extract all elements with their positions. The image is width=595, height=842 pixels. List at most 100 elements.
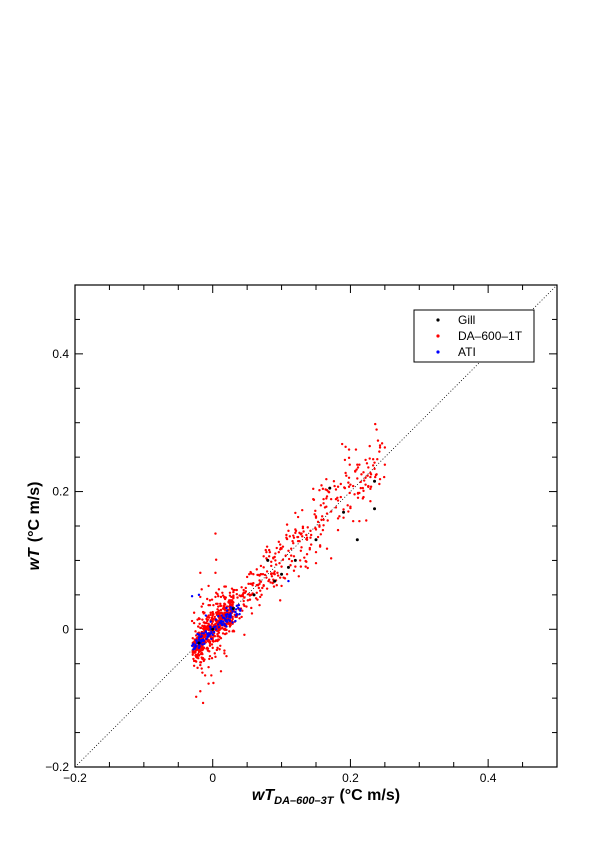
data-point-da-600-1t bbox=[214, 558, 218, 561]
data-point-da-600-1t bbox=[210, 643, 214, 646]
data-point-da-600-1t bbox=[244, 586, 247, 590]
data-point-da-600-1t bbox=[351, 519, 355, 523]
x-tick-label: 0.2 bbox=[342, 771, 359, 785]
data-point-da-600-1t bbox=[332, 480, 336, 483]
data-point-da-600-1t bbox=[223, 605, 226, 608]
data-point-da-600-1t bbox=[192, 657, 195, 661]
data-point-da-600-1t bbox=[248, 598, 252, 601]
data-points bbox=[190, 422, 387, 705]
data-point-da-600-1t bbox=[259, 589, 262, 592]
data-point-da-600-1t bbox=[195, 648, 199, 652]
data-point-da-600-1t bbox=[296, 535, 300, 539]
data-point-da-600-1t bbox=[369, 485, 373, 488]
x-axis-label-unit: (°C m/s) bbox=[339, 787, 400, 804]
data-point-da-600-1t bbox=[262, 566, 265, 569]
data-point-da-600-1t bbox=[200, 588, 203, 591]
data-point-da-600-1t bbox=[313, 513, 316, 516]
data-point-da-600-1t bbox=[214, 595, 217, 599]
data-point-da-600-1t bbox=[273, 570, 276, 573]
data-point-da-600-1t bbox=[264, 548, 267, 552]
data-point-da-600-1t bbox=[301, 508, 304, 512]
data-point-da-600-1t bbox=[356, 463, 359, 466]
data-point-da-600-1t bbox=[194, 660, 198, 663]
data-point-da-600-1t bbox=[325, 495, 329, 498]
data-point-da-600-1t bbox=[356, 496, 360, 499]
data-point-da-600-1t bbox=[232, 590, 235, 594]
data-point-gill bbox=[355, 538, 359, 542]
data-point-da-600-1t bbox=[362, 489, 365, 493]
data-point-da-600-1t bbox=[218, 648, 221, 651]
data-point-da-600-1t bbox=[277, 540, 281, 544]
data-point-gill bbox=[373, 479, 377, 483]
data-point-da-600-1t bbox=[319, 533, 323, 536]
data-point-da-600-1t bbox=[361, 486, 365, 490]
data-point-da-600-1t bbox=[228, 630, 231, 633]
x-tick-label: −0.2 bbox=[63, 771, 87, 785]
data-point-da-600-1t bbox=[259, 580, 263, 583]
data-point-da-600-1t bbox=[192, 611, 196, 614]
data-point-da-600-1t bbox=[199, 661, 202, 664]
data-point-da-600-1t bbox=[322, 524, 325, 527]
data-point-ati bbox=[217, 626, 221, 629]
data-point-da-600-1t bbox=[285, 536, 288, 539]
data-point-da-600-1t bbox=[261, 573, 265, 576]
data-point-da-600-1t bbox=[347, 456, 351, 460]
data-point-da-600-1t bbox=[217, 631, 221, 634]
data-point-da-600-1t bbox=[219, 602, 222, 606]
data-point-da-600-1t bbox=[258, 582, 261, 586]
data-point-da-600-1t bbox=[305, 533, 308, 537]
data-point-da-600-1t bbox=[353, 493, 356, 496]
data-point-da-600-1t bbox=[346, 504, 349, 507]
legend-label: ATI bbox=[458, 345, 476, 359]
data-point-da-600-1t bbox=[248, 594, 252, 597]
data-point-da-600-1t bbox=[278, 599, 282, 602]
data-point-da-600-1t bbox=[201, 627, 205, 630]
data-point-da-600-1t bbox=[347, 485, 351, 488]
data-point-da-600-1t bbox=[246, 599, 250, 602]
data-point-ati bbox=[219, 619, 223, 623]
data-point-da-600-1t bbox=[255, 568, 258, 571]
data-point-da-600-1t bbox=[252, 581, 255, 585]
data-point-da-600-1t bbox=[309, 533, 313, 537]
data-point-da-600-1t bbox=[200, 656, 203, 659]
data-point-da-600-1t bbox=[296, 515, 300, 519]
data-point-da-600-1t bbox=[258, 574, 261, 577]
data-point-da-600-1t bbox=[209, 611, 212, 614]
data-point-da-600-1t bbox=[191, 637, 194, 640]
data-point-da-600-1t bbox=[219, 608, 223, 612]
data-point-da-600-1t bbox=[192, 664, 196, 667]
data-point-da-600-1t bbox=[232, 595, 235, 598]
data-point-da-600-1t bbox=[268, 550, 272, 554]
data-point-da-600-1t bbox=[369, 471, 372, 475]
data-point-gill bbox=[314, 538, 318, 542]
data-point-da-600-1t bbox=[240, 586, 243, 589]
data-point-da-600-1t bbox=[343, 458, 347, 462]
data-point-ati bbox=[238, 612, 241, 616]
data-point-da-600-1t bbox=[265, 576, 268, 579]
data-point-ati bbox=[214, 618, 218, 621]
data-point-ati bbox=[197, 636, 201, 639]
data-point-da-600-1t bbox=[351, 484, 355, 488]
data-point-da-600-1t bbox=[250, 572, 253, 575]
data-point-ati bbox=[231, 610, 234, 613]
data-point-da-600-1t bbox=[238, 617, 241, 620]
data-point-da-600-1t bbox=[270, 575, 274, 578]
data-point-da-600-1t bbox=[321, 487, 325, 491]
data-point-da-600-1t bbox=[320, 515, 324, 518]
data-point-da-600-1t bbox=[217, 634, 220, 638]
data-point-da-600-1t bbox=[270, 560, 273, 564]
data-point-da-600-1t bbox=[314, 561, 318, 565]
data-point-da-600-1t bbox=[206, 628, 209, 631]
data-point-da-600-1t bbox=[374, 422, 377, 426]
data-point-da-600-1t bbox=[223, 649, 226, 652]
data-point-da-600-1t bbox=[227, 601, 230, 604]
data-point-gill bbox=[197, 641, 201, 645]
data-point-da-600-1t bbox=[320, 518, 323, 522]
data-point-da-600-1t bbox=[287, 549, 290, 552]
data-point-da-600-1t bbox=[367, 485, 370, 488]
data-point-da-600-1t bbox=[312, 498, 316, 502]
data-point-gill bbox=[211, 627, 215, 631]
data-point-da-600-1t bbox=[201, 624, 204, 628]
data-point-da-600-1t bbox=[210, 598, 214, 601]
data-point-da-600-1t bbox=[276, 571, 279, 575]
